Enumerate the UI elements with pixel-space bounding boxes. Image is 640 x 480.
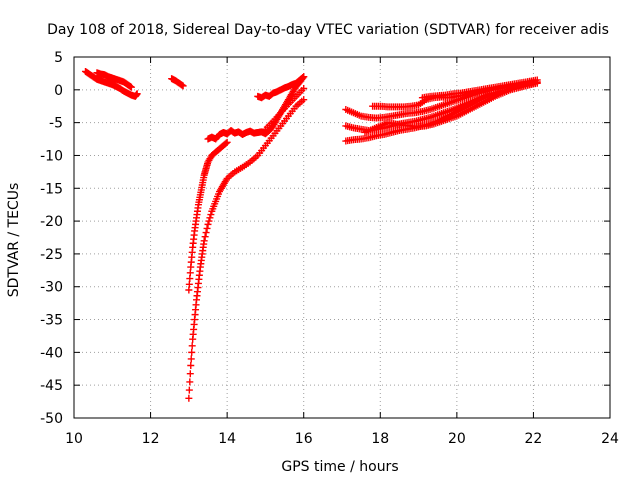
data-point [179, 82, 187, 90]
data-point [201, 233, 209, 241]
series-track-2 [93, 69, 135, 91]
data-point [187, 361, 195, 369]
data-point [202, 229, 210, 237]
y-tick-label: -15 [40, 181, 63, 197]
y-tick-label: -5 [49, 116, 63, 132]
data-point [206, 214, 214, 222]
y-axis-title: SDTVAR / TECUs [6, 183, 22, 298]
data-point [300, 85, 308, 93]
y-tick-label: -45 [40, 378, 63, 394]
data-point [185, 394, 193, 402]
y-tick-label: -10 [40, 148, 63, 164]
x-tick-label: 14 [218, 431, 236, 447]
data-point [223, 138, 231, 146]
x-tick-labels: 10 12 14 16 18 20 22 24 [65, 431, 619, 447]
series-track-4 [185, 138, 231, 294]
data-point [300, 96, 308, 104]
plot-frame [73, 56, 611, 419]
x-tick-label: 20 [448, 431, 466, 447]
y-tick-label: -20 [40, 214, 63, 230]
chart-title: Day 108 of 2018, Sidereal Day-to-day VTE… [47, 22, 609, 38]
series-track-7 [254, 73, 308, 102]
data-point [200, 237, 208, 245]
x-tick-label: 16 [295, 431, 313, 447]
data-point [300, 73, 308, 81]
series-track-14 [418, 76, 541, 102]
data-point [185, 386, 193, 394]
y-tick-labels: 5 0 -5 -10 -15 -20 -25 -30 -35 -40 -45 -50 [40, 50, 63, 427]
data-point [207, 211, 215, 219]
data-points [81, 67, 541, 402]
x-tick-label: 10 [65, 431, 83, 447]
data-point [188, 342, 196, 350]
grid [74, 57, 610, 418]
data-point [203, 224, 211, 232]
y-tick-label: -30 [40, 280, 63, 296]
data-point [188, 348, 196, 356]
series-track-5 [185, 96, 308, 402]
data-point [204, 220, 212, 228]
y-tick-label: -35 [40, 313, 63, 329]
data-point [127, 83, 135, 91]
data-point [186, 370, 194, 378]
y-tick-label: -25 [40, 247, 63, 263]
x-tick-label: 12 [142, 431, 160, 447]
series-track-3 [168, 75, 187, 90]
y-tick-label: 0 [54, 83, 63, 99]
series-track-8 [261, 85, 308, 133]
x-tick-label: 18 [371, 431, 389, 447]
data-point [222, 139, 230, 147]
y-tick-label: -50 [40, 411, 63, 427]
x-tick-label: 22 [525, 431, 543, 447]
data-point [133, 90, 141, 98]
data-point [187, 355, 195, 363]
data-point [299, 74, 307, 82]
axis-ticks [73, 56, 611, 419]
data-point [205, 217, 213, 225]
data-point [186, 378, 194, 386]
x-tick-label: 24 [601, 431, 619, 447]
x-axis-title: GPS time / hours [281, 459, 398, 475]
series-track-1 [81, 67, 141, 100]
y-tick-label: -40 [40, 345, 63, 361]
y-tick-label: 5 [54, 50, 63, 66]
data-point [533, 76, 541, 84]
